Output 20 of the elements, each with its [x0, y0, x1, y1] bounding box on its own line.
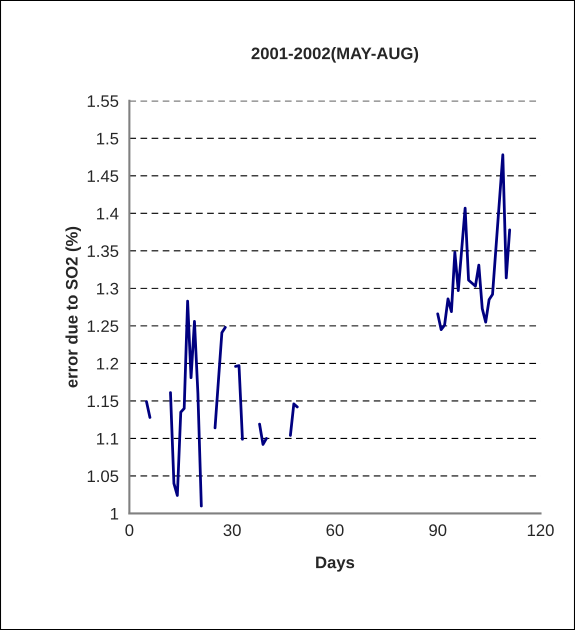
y-tick-label: 1.05 — [88, 470, 118, 482]
x-tick-label: 120 — [528, 524, 554, 536]
x-tick-label: 90 — [429, 524, 446, 536]
y-tick-label: 1.45 — [88, 170, 118, 182]
y-tick-label: 1.25 — [88, 320, 118, 332]
y-axis-title: error due to SO2 (%) — [65, 226, 81, 388]
y-tick-label: 1.35 — [88, 245, 118, 258]
x-axis-title: Days — [316, 556, 354, 572]
y-tick-label: 1.55 — [88, 95, 118, 108]
y-tick-label: 1.2 — [97, 358, 118, 370]
y-tick-label: 1 — [110, 508, 118, 520]
x-tick-label: 60 — [326, 524, 344, 536]
y-tick-label: 1.15 — [88, 395, 118, 408]
x-tick-label: 0 — [125, 524, 134, 536]
y-tick-label: 1.5 — [97, 132, 118, 145]
y-tick-label: 1.4 — [97, 208, 118, 220]
x-tick-label: 30 — [224, 524, 241, 536]
chart-title: 2001-2002(MAY-AUG) — [252, 47, 418, 63]
y-tick-label: 1.1 — [97, 432, 118, 444]
y-tick-label: 1.3 — [97, 282, 118, 295]
